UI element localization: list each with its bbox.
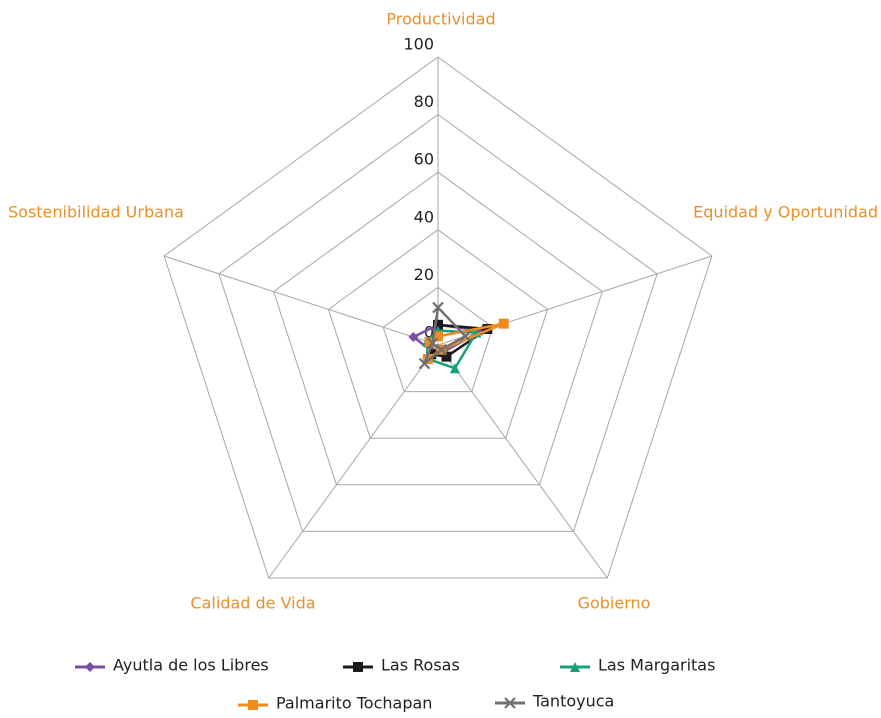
marker (433, 319, 443, 330)
grid-ring (163, 56, 713, 579)
marker (435, 343, 448, 356)
marker (504, 697, 516, 709)
marker (408, 331, 419, 342)
spoke (163, 255, 439, 346)
r-tick-label: 100 (403, 35, 434, 54)
marker (441, 351, 452, 362)
marker (432, 301, 444, 314)
marker (459, 330, 472, 342)
legend-label: Las Rosas (381, 656, 460, 675)
category-label: Equidad y Oportunidad (693, 203, 878, 222)
legend-label: Palmarito Tochapan (276, 694, 432, 713)
marker (498, 318, 509, 329)
grid-ring (327, 229, 549, 439)
category-label: Sostenibilidad Urbana (8, 203, 184, 222)
legend-label: Ayutla de los Libres (113, 656, 269, 675)
category-label: Productividad (386, 10, 495, 29)
marker (85, 662, 95, 672)
r-tick-label: 40 (414, 207, 434, 226)
grid-ring (382, 286, 494, 393)
category-label: Calidad de Vida (190, 594, 315, 613)
marker (424, 337, 435, 348)
marker (353, 662, 363, 672)
r-tick-label: 0 (424, 323, 434, 342)
marker (248, 700, 258, 710)
spoke (268, 344, 439, 579)
r-tick-label: 80 (414, 92, 434, 111)
marker (433, 331, 443, 342)
legend-label: Las Margaritas (598, 656, 715, 675)
category-label: Gobierno (578, 594, 651, 613)
grid-ring (273, 171, 603, 486)
marker (418, 357, 431, 370)
marker (482, 323, 493, 334)
grid-ring (218, 113, 658, 532)
r-tick-label: 20 (414, 265, 434, 284)
marker (449, 363, 460, 374)
r-tick-label: 60 (414, 150, 434, 169)
spoke (437, 344, 608, 579)
legend-label: Tantoyuca (532, 692, 614, 711)
marker (426, 337, 439, 349)
marker (570, 662, 580, 672)
